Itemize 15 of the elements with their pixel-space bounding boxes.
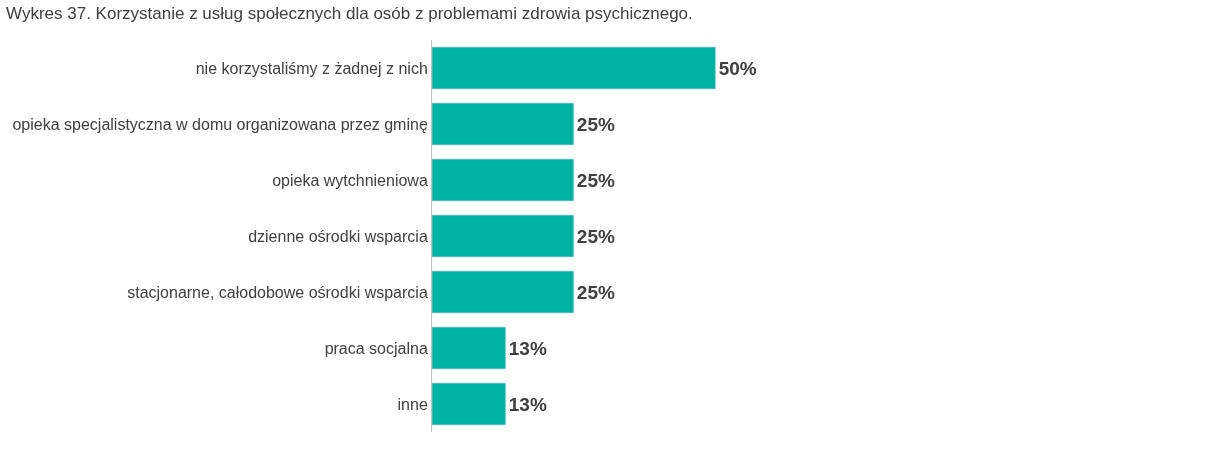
data-label: 25%: [576, 225, 615, 247]
data-label: 50%: [718, 57, 757, 79]
data-label: 25%: [576, 113, 615, 135]
y-tick-label: stacjonarne, całodobowe ośrodki wsparcia: [127, 283, 428, 301]
y-tick-label: dzienne ośrodki wsparcia: [248, 227, 428, 245]
data-label: 25%: [576, 169, 615, 191]
y-tick-label: inne: [397, 395, 428, 413]
y-tick-label: opieka specjalistyczna w domu organizowana przez gminę: [12, 115, 428, 133]
data-label: 25%: [576, 281, 615, 303]
data-label: 13%: [508, 337, 547, 359]
y-tick-label: opieka wytchnieniowa: [272, 171, 428, 189]
data-label: 13%: [508, 393, 547, 415]
y-tick-label: nie korzystaliśmy z żadnej z nich: [195, 59, 428, 77]
chart-title: Wykres 37. Korzystanie z usług społecznych dla osób z problemami zdrowia psychicznego.: [6, 3, 693, 23]
y-tick-label: praca socjalna: [324, 339, 428, 357]
